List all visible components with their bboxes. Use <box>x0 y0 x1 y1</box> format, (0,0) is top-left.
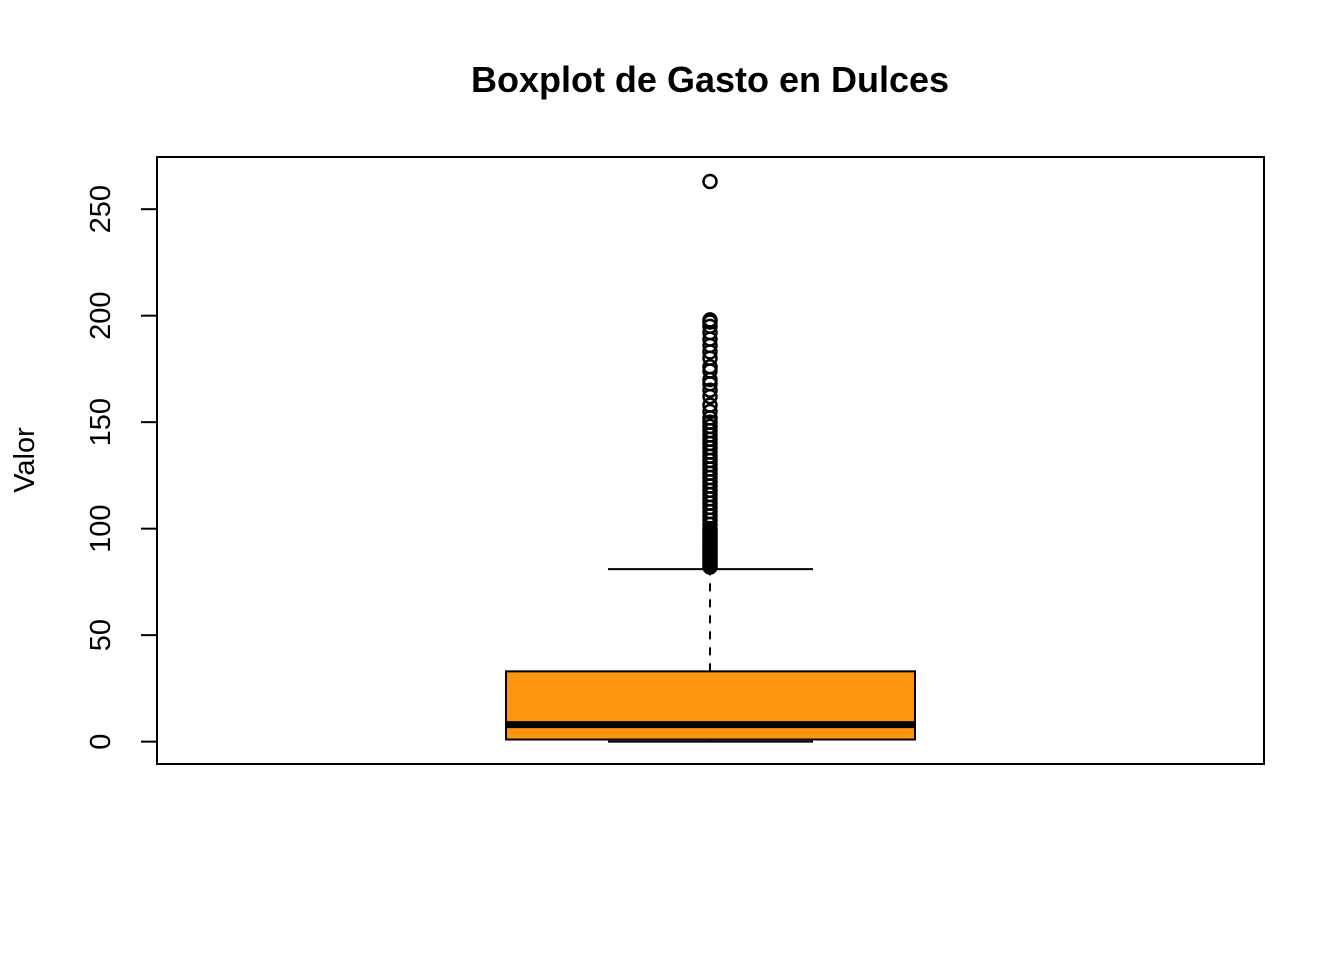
outlier-point <box>702 397 718 413</box>
y-axis-label: Valor <box>9 427 41 493</box>
chart-title: Boxplot de Gasto en Dulces <box>471 59 949 100</box>
y-tick-label: 100 <box>85 504 117 552</box>
outlier-point <box>702 414 718 430</box>
y-tick-label: 150 <box>85 398 117 446</box>
outlier-point <box>702 312 718 328</box>
y-tick-label: 0 <box>85 734 117 750</box>
outliers-group <box>702 173 718 575</box>
outlier-point <box>702 382 718 398</box>
y-tick-label: 200 <box>85 291 117 339</box>
y-tick-label: 250 <box>85 185 117 233</box>
iqr-box <box>505 670 916 741</box>
y-tick-label: 50 <box>85 619 117 651</box>
outlier-point <box>702 173 718 190</box>
box-group <box>505 568 916 743</box>
outlier-point <box>702 318 718 335</box>
outlier-point <box>702 403 718 420</box>
outlier-point <box>702 418 718 435</box>
outlier-point <box>702 359 718 375</box>
y-axis: 0 50 100 150 200 250 <box>85 185 158 750</box>
